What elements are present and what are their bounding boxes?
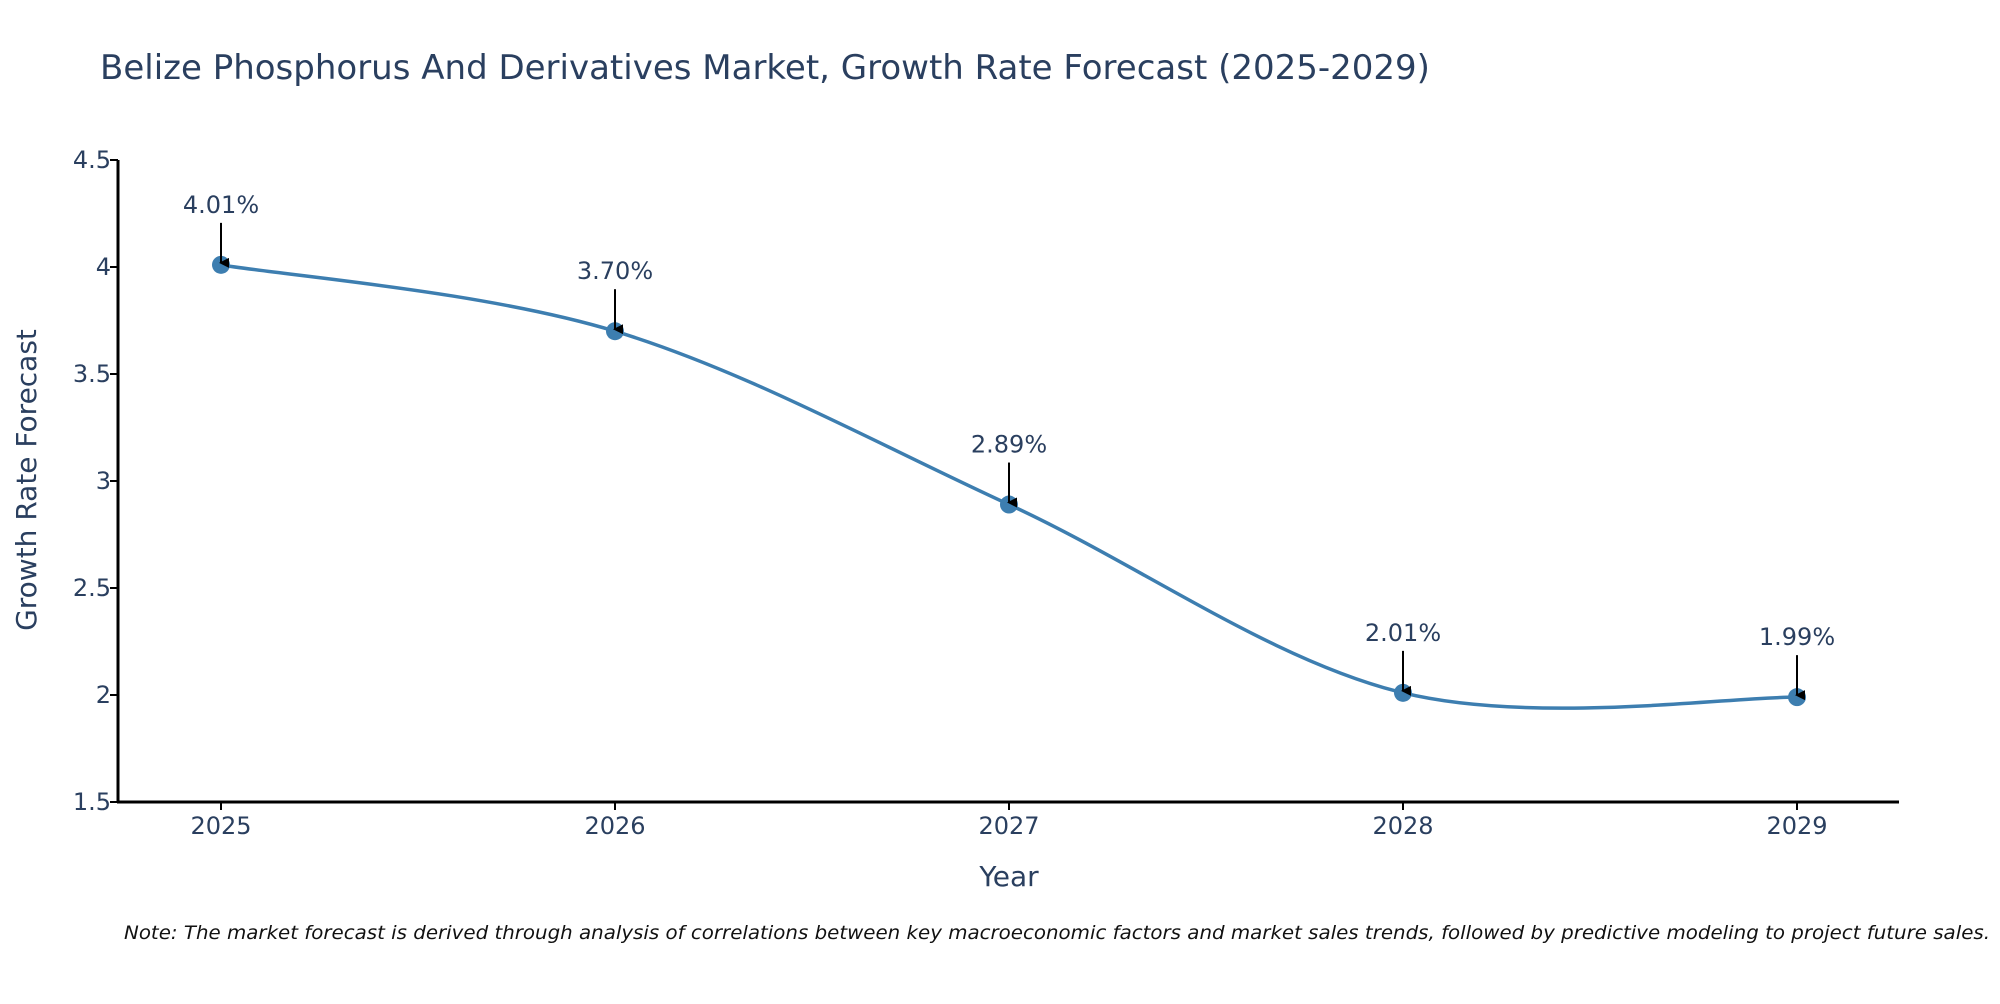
y-axis-title: Growth Rate Forecast: [10, 329, 43, 631]
y-tick-label: 4: [96, 253, 111, 281]
y-tick-label: 4.5: [73, 146, 111, 174]
data-label: 4.01%: [183, 191, 259, 219]
y-tick-label: 3.5: [73, 360, 111, 388]
y-tick-label: 1.5: [73, 788, 111, 816]
y-axis-ticks: 1.5 2 2.5 3 3.5 4 4.5: [73, 146, 118, 816]
x-axis-title: Year: [978, 860, 1039, 893]
x-tick-label: 2027: [978, 812, 1039, 840]
data-label: 2.89%: [971, 431, 1047, 459]
x-tick-label: 2028: [1372, 812, 1433, 840]
x-tick-label: 2026: [584, 812, 645, 840]
footnote: Note: The market forecast is derived thr…: [124, 922, 1990, 944]
data-annotations: 4.01% 3.70% 2.89% 2.01% 1.99%: [183, 191, 1835, 701]
x-tick-label: 2029: [1766, 812, 1827, 840]
data-label: 3.70%: [577, 257, 653, 285]
y-tick-label: 2.5: [73, 574, 111, 602]
chart-title: Belize Phosphorus And Derivatives Market…: [100, 48, 1430, 88]
y-tick-label: 3: [96, 467, 111, 495]
y-tick-label: 2: [96, 681, 111, 709]
x-tick-label: 2025: [190, 812, 251, 840]
data-label: 2.01%: [1365, 619, 1441, 647]
x-axis-ticks: 2025 2026 2027 2028 2029: [190, 802, 1828, 840]
data-label: 1.99%: [1759, 623, 1835, 651]
